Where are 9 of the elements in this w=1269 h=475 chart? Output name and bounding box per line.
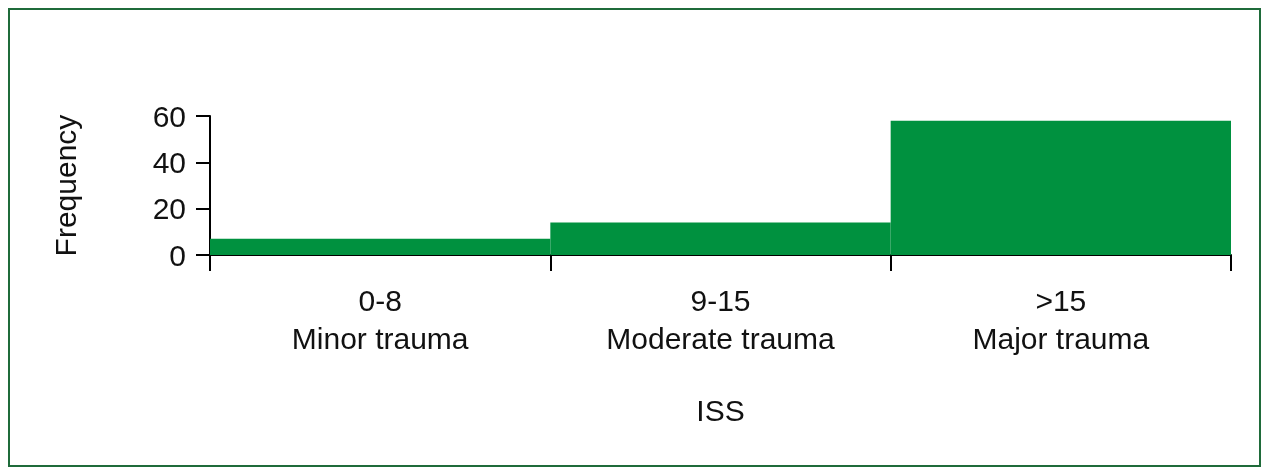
y-tick-label: 60	[152, 99, 186, 133]
y-axis-title: Frequency	[48, 114, 82, 257]
x-tick-label: 9-15 Moderate trauma	[606, 283, 836, 355]
x-tick-label: 0-8 Minor trauma	[291, 283, 469, 355]
y-tick-label: 40	[152, 145, 186, 179]
x-axis-title: ISS	[696, 393, 745, 427]
y-tick-label: 0	[169, 238, 186, 272]
y-tick-label: 20	[152, 192, 186, 226]
x-tick-label: >15 Major trauma	[972, 283, 1150, 355]
